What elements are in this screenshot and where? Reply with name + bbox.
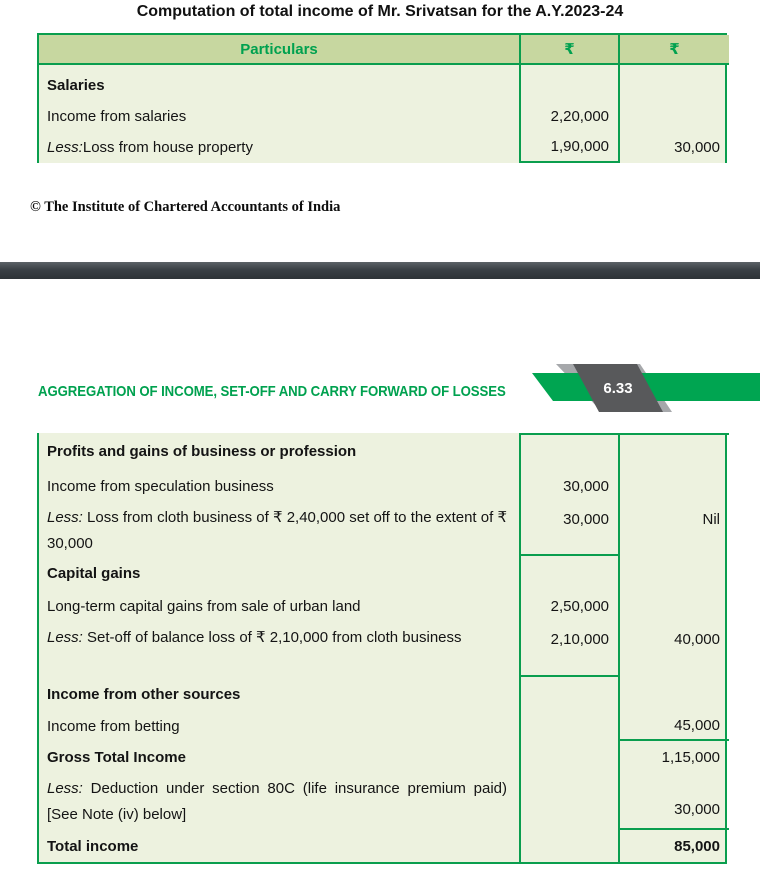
amount-col2: [620, 556, 729, 590]
row-label-income-from-salaries: Income from salaries: [47, 108, 187, 125]
amount-col2: 30,000: [674, 139, 720, 156]
amount-col2: [620, 677, 729, 711]
row-label-setoff-balance-loss: Less: Set-off of balance loss of ₹ 2,10,…: [47, 629, 462, 646]
column-header-rupee-2: ₹: [620, 35, 729, 65]
row-label-deduction-80c: Less: Deduction under section 80C (life …: [47, 780, 507, 823]
row-label-loss-house-property: Less: Loss from house property: [47, 139, 253, 156]
amount-col1: 2,20,000: [519, 101, 620, 132]
page-number: 6.33: [603, 380, 632, 397]
row-label-other-sources: Income from other sources: [47, 685, 241, 703]
income-table-part2: Profits and gains of business or profess…: [37, 433, 729, 864]
amount-col2: [620, 590, 729, 622]
row-label-gross-total-income: Gross Total Income: [47, 748, 186, 766]
amount-col2: 40,000: [674, 631, 720, 648]
amount-col1: [519, 711, 620, 741]
amount-col1: [519, 556, 620, 590]
amount-col1: 1,90,000: [519, 132, 620, 163]
row-label-salaries: Salaries: [47, 77, 105, 94]
income-table-part1: Particulars ₹ ₹ Salaries Income from sal…: [37, 33, 729, 163]
amount-col1: [519, 773, 620, 830]
amount-col1: [519, 830, 620, 862]
column-header-rupee-1: ₹: [519, 35, 620, 65]
row-label-ltcg-urban-land: Long-term capital gains from sale of urb…: [47, 597, 361, 615]
amount-col1: [519, 65, 620, 101]
page-separator-bar: [0, 262, 760, 279]
amount-col2: Nil: [702, 511, 721, 528]
row-label-income-betting: Income from betting: [47, 717, 180, 735]
amount-col1: [519, 433, 620, 470]
amount-col2: [620, 433, 729, 470]
copyright-notice: © The Institute of Chartered Accountants…: [30, 199, 341, 215]
row-label-capital-gains: Capital gains: [47, 564, 141, 582]
amount-col2: [620, 101, 729, 132]
amount-col1: 2,50,000: [519, 590, 620, 622]
row-label-loss-cloth-business: Less: Loss from cloth business of ₹ 2,40…: [47, 509, 507, 552]
row-label-speculation-business: Income from speculation business: [47, 477, 274, 495]
amount-col2: [620, 470, 729, 502]
row-label-total-income: Total income: [47, 837, 139, 855]
amount-col2: 1,15,000: [661, 748, 720, 766]
chapter-title: AGGREGATION OF INCOME, SET-OFF AND CARRY…: [38, 383, 506, 400]
amount-col1: 2,10,000: [519, 622, 620, 677]
amount-col2: 30,000: [620, 773, 729, 830]
row-label-pgbp: Profits and gains of business or profess…: [47, 443, 357, 460]
amount-col1: 30,000: [519, 470, 620, 502]
column-header-particulars: Particulars: [39, 35, 519, 65]
amount-col1: [519, 677, 620, 711]
amount-col1: [519, 741, 620, 773]
page-title: Computation of total income of Mr. Sriva…: [136, 3, 624, 20]
page-number-ribbon: 6.33: [532, 364, 760, 412]
amount-col1: 30,000: [519, 502, 620, 556]
amount-col2: [620, 65, 729, 101]
ribbon-plate: [573, 364, 663, 412]
amount-col2: 45,000: [620, 711, 729, 741]
amount-col2: 85,000: [674, 837, 720, 855]
